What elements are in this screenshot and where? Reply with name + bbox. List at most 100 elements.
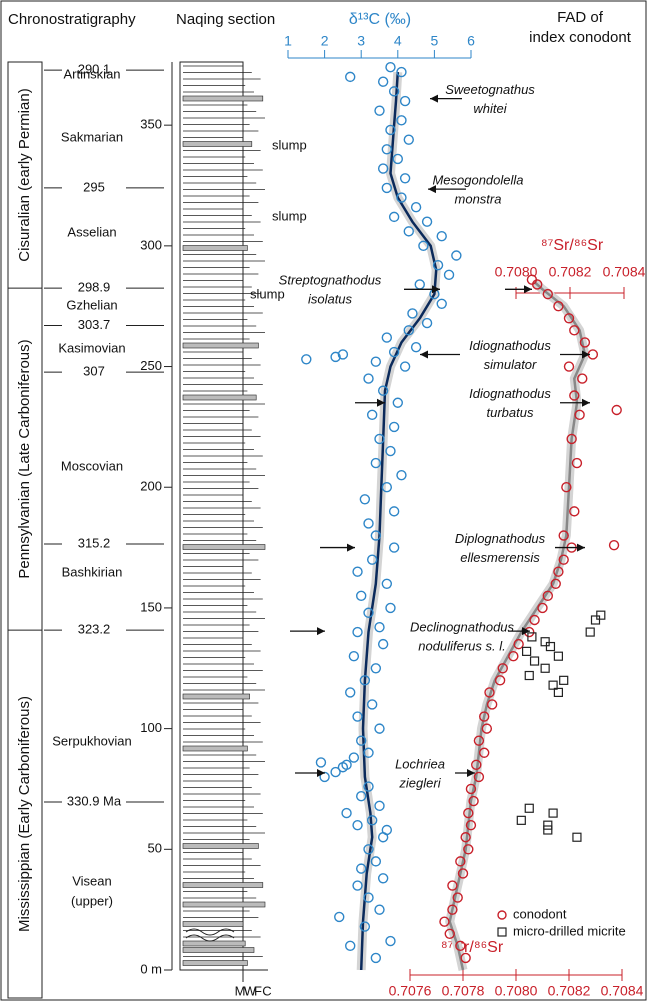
point [349, 652, 358, 661]
stage-label: Serpukhovian [52, 733, 132, 748]
fad-label: isolatus [308, 292, 353, 307]
bed [183, 142, 252, 147]
x2-tick-label: 0.7084 [603, 264, 646, 280]
fad-label: Declinognathodus [410, 620, 515, 635]
point [565, 362, 574, 371]
boundary-label: 298.9 [78, 280, 111, 295]
y-tick-label: 300 [140, 237, 162, 252]
point [554, 652, 562, 660]
x-tick-label: 0.7080 [495, 983, 538, 999]
point [360, 495, 369, 504]
bed [183, 395, 256, 400]
point [357, 591, 366, 600]
x-tick-label: 3 [357, 33, 365, 49]
period-label: Pennsylvanian (Late Carboniferous) [16, 339, 33, 578]
stage-label: Kasimovian [58, 340, 125, 355]
point [375, 801, 384, 810]
fad-arrowhead [347, 544, 355, 552]
point [517, 816, 525, 824]
point [401, 174, 410, 183]
fad-label: noduliferus s. l. [418, 639, 505, 654]
fad-label: ellesmerensis [460, 550, 540, 565]
point [404, 227, 413, 236]
point [335, 912, 344, 921]
stage-label: Asselian [67, 224, 116, 239]
point [437, 232, 446, 241]
point [390, 422, 399, 431]
bed [183, 545, 265, 550]
point [379, 874, 388, 883]
fad-arrowhead [582, 399, 590, 407]
fad-label: Lochriea [395, 756, 445, 771]
fad-arrowhead [317, 769, 325, 777]
point [573, 833, 581, 841]
fad-arrowhead [420, 350, 428, 358]
fad-label: simulator [484, 357, 537, 372]
x-tick-label: 0.7082 [548, 983, 591, 999]
legend-marker [498, 911, 506, 919]
point [379, 77, 388, 86]
x2-tick-label: 0.7080 [495, 264, 538, 280]
point [353, 821, 362, 830]
point [353, 628, 362, 637]
point [382, 825, 391, 834]
bed [183, 746, 247, 751]
point [382, 333, 391, 342]
point [346, 941, 355, 950]
slump-note: slump [272, 137, 307, 152]
y-tick-label: 100 [140, 720, 162, 735]
point [368, 410, 377, 419]
fad-header: index conodont [529, 29, 632, 46]
boundary-label: 295 [83, 179, 105, 194]
section-column [180, 62, 243, 970]
point [379, 640, 388, 649]
point [386, 937, 395, 946]
point [316, 758, 325, 767]
period-label: Mississippian (Early Carboniferous) [16, 696, 33, 932]
stage-label: Sakmarian [61, 129, 123, 144]
x-tick-label: 4 [394, 33, 402, 49]
point [342, 809, 351, 818]
sr-title: ⁸⁷Sr/⁸⁶Sr [441, 939, 504, 956]
point [401, 97, 410, 106]
stage-label: Moscovian [61, 458, 123, 473]
sr-title-top: ⁸⁷Sr/⁸⁶Sr [541, 237, 604, 254]
x2-tick-label: 0.7082 [549, 264, 592, 280]
point [353, 881, 362, 890]
point [531, 657, 539, 665]
point [560, 676, 568, 684]
point [415, 280, 424, 289]
x-tick-label: 1 [284, 33, 292, 49]
x-tick-label: 2 [321, 33, 329, 49]
fad-label: whitei [473, 101, 507, 116]
section-beds [183, 66, 265, 966]
point [349, 753, 358, 762]
point [382, 183, 391, 192]
fad-label: turbatus [487, 405, 534, 420]
point [597, 611, 605, 619]
boundary-label: 323.2 [78, 622, 111, 637]
bed [183, 961, 247, 966]
fad-label: monstra [455, 192, 502, 207]
point [423, 319, 432, 328]
bed [183, 902, 265, 907]
point [368, 700, 377, 709]
bed [183, 694, 250, 699]
point [525, 672, 533, 680]
point [408, 309, 417, 318]
bed [183, 844, 258, 849]
fad-label: Idiognathodus [469, 386, 551, 401]
legend-label: conodont [513, 906, 567, 921]
lithology-label: F [254, 983, 262, 998]
point [610, 541, 619, 550]
point [375, 905, 384, 914]
section-header: Naqing section [176, 11, 275, 28]
bed [183, 343, 258, 348]
point [401, 362, 410, 371]
point [382, 579, 391, 588]
chronostratigraphy-header: Chronostratigraphy [8, 11, 136, 28]
stage-label: (upper) [71, 893, 113, 908]
point [544, 826, 552, 834]
bed [183, 941, 245, 946]
point [612, 405, 621, 414]
